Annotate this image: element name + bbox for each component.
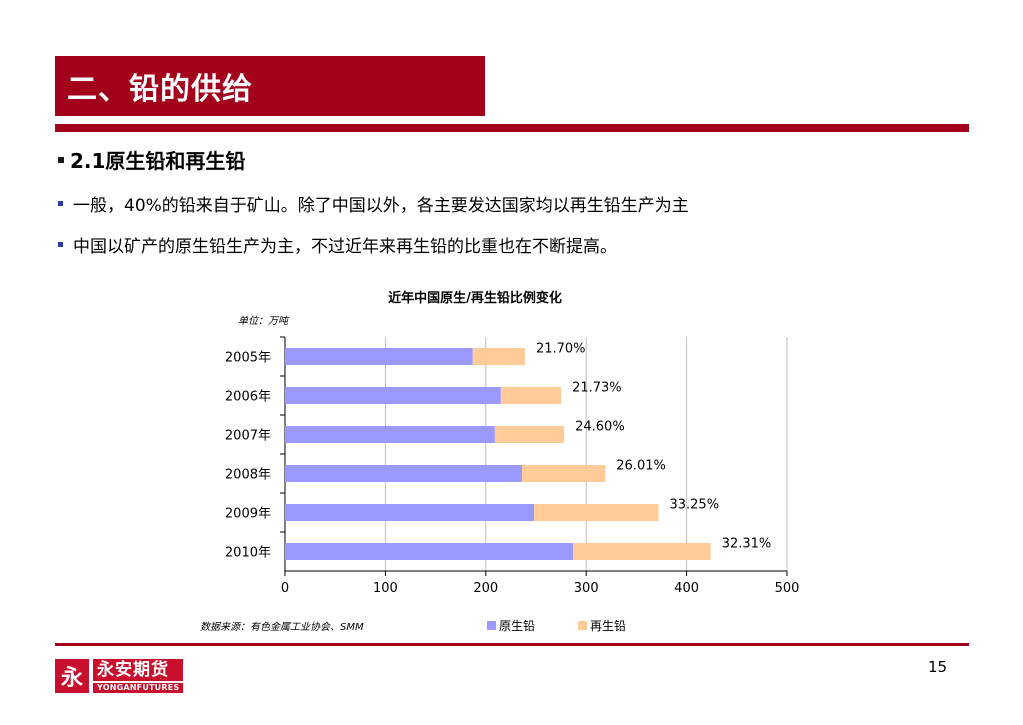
y-tick-label: 2010年 xyxy=(225,546,271,561)
legend-swatch xyxy=(578,621,587,630)
x-tick-label: 0 xyxy=(281,581,289,596)
logo-mark-icon: 永 xyxy=(55,659,89,693)
y-tick-label: 2005年 xyxy=(225,351,271,366)
x-tick-label: 300 xyxy=(574,581,599,596)
title-divider xyxy=(55,124,969,132)
y-tick-label: 2006年 xyxy=(225,390,271,405)
x-tick-label: 500 xyxy=(775,581,800,596)
slide-title: 二、铅的供给 xyxy=(55,56,485,116)
bullet-item-1: 一般，40%的铅来自于矿山。除了中国以外，各主要发达国家均以再生铅生产为主 xyxy=(58,191,689,216)
data-label: 21.73% xyxy=(572,381,622,396)
lead-ratio-chart: 近年中国原生/再生铅比例变化 单位：万吨 数据来源：有色金属工业协会、SMM 0… xyxy=(190,282,830,642)
chart-title: 近年中国原生/再生铅比例变化 xyxy=(388,290,562,306)
data-label: 33.25% xyxy=(669,498,719,513)
bar-recycled-lead xyxy=(521,465,606,482)
chart-svg: 近年中国原生/再生铅比例变化 单位：万吨 数据来源：有色金属工业协会、SMM 0… xyxy=(200,290,800,633)
bar-primary-lead xyxy=(285,348,473,365)
chart-source-note: 数据来源：有色金属工业协会、SMM xyxy=(200,621,364,633)
bar-primary-lead xyxy=(285,426,495,443)
page-number: 15 xyxy=(928,658,948,676)
legend-label: 再生铅 xyxy=(590,619,626,633)
legend-swatch xyxy=(487,621,496,630)
x-tick-label: 100 xyxy=(373,581,398,596)
company-logo: 永 永安期货 YONGANFUTURES xyxy=(55,657,184,695)
data-label: 32.31% xyxy=(722,537,772,552)
section-heading-row: 2.1原生铅和再生铅 xyxy=(58,145,245,174)
bullet-text-1: 一般，40%的铅来自于矿山。除了中国以外，各主要发达国家均以再生铅生产为主 xyxy=(73,196,689,216)
y-tick-label: 2008年 xyxy=(225,468,271,483)
bar-recycled-lead xyxy=(500,387,562,404)
data-label: 26.01% xyxy=(616,459,666,474)
x-tick-label: 400 xyxy=(674,581,699,596)
x-tick-label: 200 xyxy=(473,581,498,596)
y-tick-label: 2009年 xyxy=(225,507,271,522)
chart-unit-note: 单位：万吨 xyxy=(238,315,290,327)
data-label: 21.70% xyxy=(536,342,586,357)
bar-recycled-lead xyxy=(494,426,565,443)
data-label: 24.60% xyxy=(575,420,625,435)
logo-text: 永安期货 YONGANFUTURES xyxy=(93,659,184,693)
bullet-item-2: 中国以矿产的原生铅生产为主，不过近年来再生铅的比重也在不断提高。 xyxy=(58,232,617,257)
bullet-icon xyxy=(58,242,63,247)
logo-name-en: YONGANFUTURES xyxy=(93,683,184,693)
bar-primary-lead xyxy=(285,465,522,482)
bar-primary-lead xyxy=(285,543,574,560)
section-heading: 2.1原生铅和再生铅 xyxy=(70,149,246,173)
bar-recycled-lead xyxy=(533,504,659,521)
bullet-text-2: 中国以矿产的原生铅生产为主，不过近年来再生铅的比重也在不断提高。 xyxy=(73,237,617,257)
bar-recycled-lead xyxy=(573,543,711,560)
bullet-icon xyxy=(58,156,64,163)
logo-name-cn: 永安期货 xyxy=(93,659,184,681)
y-tick-label: 2007年 xyxy=(225,429,271,444)
bar-primary-lead xyxy=(285,387,501,404)
bar-recycled-lead xyxy=(472,348,525,365)
legend-label: 原生铅 xyxy=(499,619,535,633)
footer-divider xyxy=(55,643,969,646)
bullet-icon xyxy=(58,201,63,206)
bar-primary-lead xyxy=(285,504,534,521)
